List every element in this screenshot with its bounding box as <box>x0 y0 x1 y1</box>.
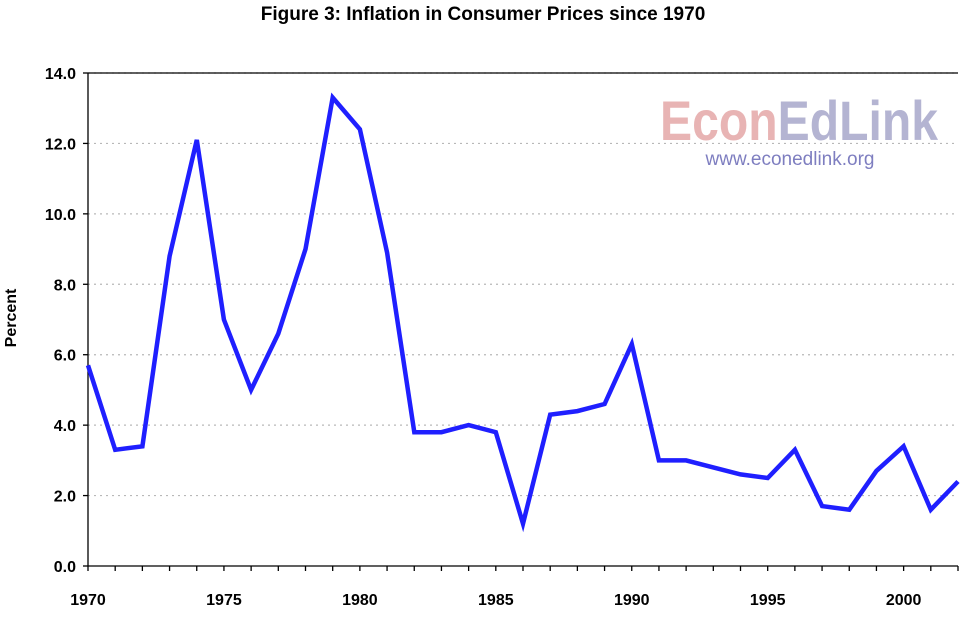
tick-labels: 0.0 2.0 4.0 6.0 8.0 10.0 12.0 14.0 1970 1975 1980 1… <box>45 66 922 609</box>
svg-text:EconEdLink: EconEdLink <box>660 89 939 152</box>
x-tick-label: 2000 <box>886 592 922 609</box>
y-tick-label: 2.0 <box>54 489 76 506</box>
series-line <box>85 92 960 533</box>
y-tick-label: 6.0 <box>54 348 76 365</box>
y-axis-label: Percent <box>3 288 20 347</box>
watermark-logo: EconEdLink www.econedlink.org <box>660 89 939 170</box>
y-tick-label: 0.0 <box>54 559 76 576</box>
chart-title: Figure 3: Inflation in Consumer Prices s… <box>261 4 706 25</box>
x-tick-label: 1970 <box>70 592 106 609</box>
x-tick-label: 1975 <box>206 592 242 609</box>
axes <box>83 72 959 571</box>
y-tick-label: 10.0 <box>45 207 76 224</box>
x-tick-label: 1980 <box>342 592 378 609</box>
x-tick-label: 1990 <box>614 592 650 609</box>
watermark-brand-econ: Econ <box>660 89 778 152</box>
x-tick-label: 1985 <box>478 592 514 609</box>
y-tick-label: 12.0 <box>45 136 76 153</box>
y-tick-label: 4.0 <box>54 418 76 435</box>
y-tick-label: 14.0 <box>45 66 76 83</box>
watermark-brand-edlink: EdLink <box>778 89 939 152</box>
y-tick-label: 8.0 <box>54 277 76 294</box>
watermark-url: www.econedlink.org <box>705 149 875 170</box>
series-layer <box>85 92 960 533</box>
x-tick-label: 1995 <box>750 592 786 609</box>
